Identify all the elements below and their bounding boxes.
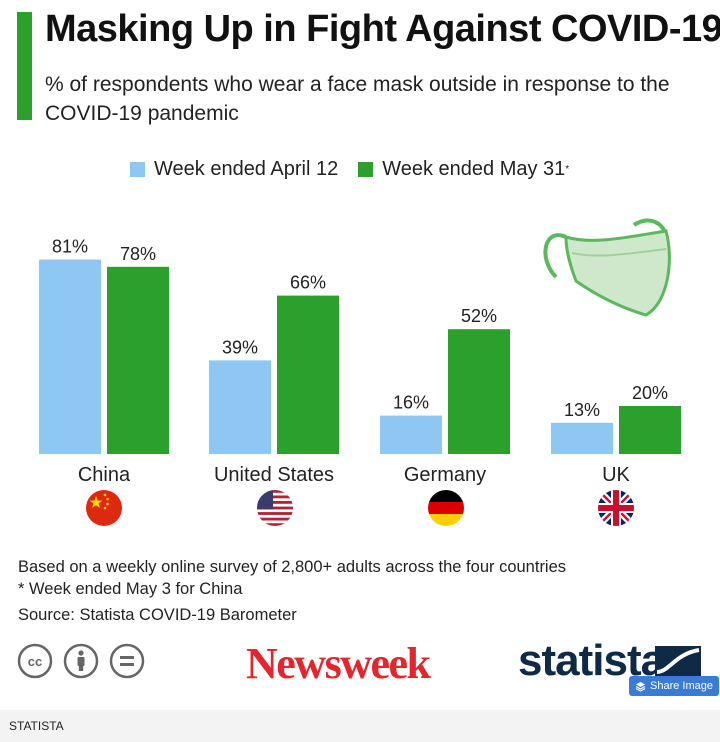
share-image-label: Share Image (650, 680, 713, 692)
legend-label-may: Week ended May 31 (382, 158, 566, 180)
bar-united-states-series-2 (277, 295, 339, 454)
legend-swatch-april (130, 162, 145, 177)
footnotes: Based on a weekly online survey of 2,800… (18, 556, 566, 626)
title-accent-bar (17, 12, 32, 120)
source-note: Source: Statista COVID-19 Barometer (18, 606, 297, 624)
statista-mark-icon (655, 646, 701, 676)
footnote-china: * Week ended May 3 for China (18, 580, 243, 598)
bar-chart: 81% 78% China 39% 66% United States 16% 52% Germ… (39, 237, 681, 486)
cc-icon: cc (17, 643, 53, 679)
category-label: United States (214, 464, 334, 486)
data-label: 39% (222, 337, 258, 357)
bar-uk-series-2 (619, 406, 681, 454)
data-label: 13% (564, 400, 600, 420)
bar-uk-series-1 (551, 422, 613, 454)
footnote-survey: Based on a weekly online survey of 2,800… (18, 558, 567, 576)
category-label: China (78, 464, 131, 486)
data-label: 81% (52, 237, 88, 257)
legend: Week ended April 12 Week ended May 31 * (130, 158, 589, 181)
caption-credit: STATISTA (9, 719, 64, 733)
no-derivatives-icon (109, 643, 145, 679)
caption-bar: STATISTA (0, 710, 720, 742)
chart-subtitle: % of respondents who wear a face mask ou… (45, 73, 670, 125)
data-label: 78% (120, 244, 156, 264)
svg-text:cc: cc (28, 654, 42, 669)
legend-swatch-may (358, 162, 374, 177)
china-flag-icon (86, 490, 122, 526)
data-label: 66% (290, 273, 326, 293)
uk-flag-icon (598, 490, 634, 526)
bar-germany-series-1 (380, 415, 442, 454)
legend-item-april: Week ended April 12 (130, 158, 338, 181)
bar-united-states-series-1 (209, 360, 271, 454)
bar-germany-series-2 (448, 329, 510, 454)
category-label: Germany (404, 464, 486, 486)
bar-china-series-1 (39, 259, 101, 454)
face-mask-icon (543, 218, 671, 317)
share-image-button[interactable]: Share Image (629, 676, 719, 696)
legend-label-april: Week ended April 12 (154, 158, 339, 180)
data-label: 20% (632, 383, 668, 403)
newsweek-logo: Newsweek (246, 639, 431, 688)
data-label: 16% (393, 393, 429, 413)
legend-item-may: Week ended May 31 * (358, 158, 569, 181)
data-label: 52% (461, 306, 497, 326)
chart-title: Masking Up in Fight Against COVID-19 (45, 8, 720, 50)
germany-flag-icon (428, 490, 464, 526)
us-flag-icon (257, 490, 293, 526)
bar-china-series-2 (107, 266, 169, 454)
license-icons: cc (16, 642, 146, 680)
legend-footnote-marker: * (565, 164, 570, 175)
attribution-icon (63, 643, 99, 679)
layers-icon (635, 681, 646, 692)
category-label: UK (602, 464, 630, 486)
